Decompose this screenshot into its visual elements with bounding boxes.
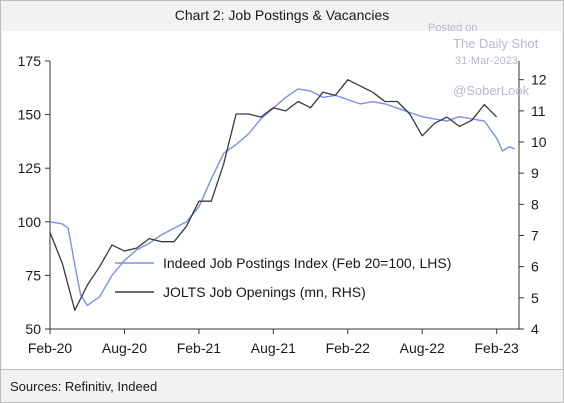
watermark-posted-on: Posted on — [428, 22, 478, 34]
y-left-tick-label: 100 — [18, 214, 42, 230]
y-right-tick-label: 8 — [531, 196, 539, 212]
chart-title: Chart 2: Job Postings & Vacancies — [174, 7, 390, 23]
jolts-openings-line — [49, 79, 498, 311]
x-tick-label: Aug-21 — [251, 340, 296, 356]
watermark-date: 31-Mar-2023 — [455, 55, 518, 67]
y-left-tick-label: 175 — [18, 53, 42, 69]
y-right-tick-label: 11 — [531, 103, 546, 119]
chart-svg: 50 75 100 125 150 175 4 5 6 7 8 9 10 11 12 Feb-20 Aug-20… — [18, 53, 547, 356]
x-tick-label: Feb-22 — [326, 340, 371, 356]
x-tick-label: Feb-23 — [474, 340, 519, 356]
legend-label: Indeed Job Postings Index (Feb 20=100, L… — [163, 255, 451, 271]
x-tick-label: Aug-22 — [400, 340, 445, 356]
watermark-publisher: The Daily Shot — [453, 36, 539, 51]
y-left-tick-label: 125 — [18, 160, 42, 176]
y-left-tick-label: 75 — [25, 267, 41, 283]
y-right-tick-label: 9 — [531, 165, 539, 181]
x-tick-label: Aug-20 — [102, 340, 147, 356]
y-right-tick-label: 6 — [531, 259, 539, 275]
source-note: Sources: Refinitiv, Indeed — [10, 379, 158, 394]
y-right-tick-label: 5 — [531, 290, 539, 306]
legend-label: JOLTS Job Openings (mn, RHS) — [163, 284, 366, 300]
y-right-tick-label: 4 — [531, 321, 539, 337]
watermark-handle: @SoberLook — [453, 83, 530, 98]
y-left-tick-label: 50 — [25, 321, 41, 337]
plot-area: 50 75 100 125 150 175 4 5 6 7 8 9 10 11 12 Feb-20 Aug-20… — [2, 22, 562, 369]
legend: Indeed Job Postings Index (Feb 20=100, L… — [115, 255, 451, 300]
y-right-tick-label: 7 — [531, 228, 539, 244]
y-right-tick-label: 10 — [531, 134, 547, 150]
footer-divider — [1, 369, 563, 370]
x-tick-label: Feb-21 — [177, 340, 222, 356]
y-right-tick-label: 12 — [531, 72, 547, 88]
indeed-postings-line — [49, 88, 516, 307]
axes: 50 75 100 125 150 175 4 5 6 7 8 9 10 11 12 Feb-20 Aug-20… — [18, 53, 547, 356]
y-left-tick-label: 150 — [18, 107, 42, 123]
x-tick-label: Feb-20 — [28, 340, 73, 356]
series-lines — [49, 79, 516, 311]
